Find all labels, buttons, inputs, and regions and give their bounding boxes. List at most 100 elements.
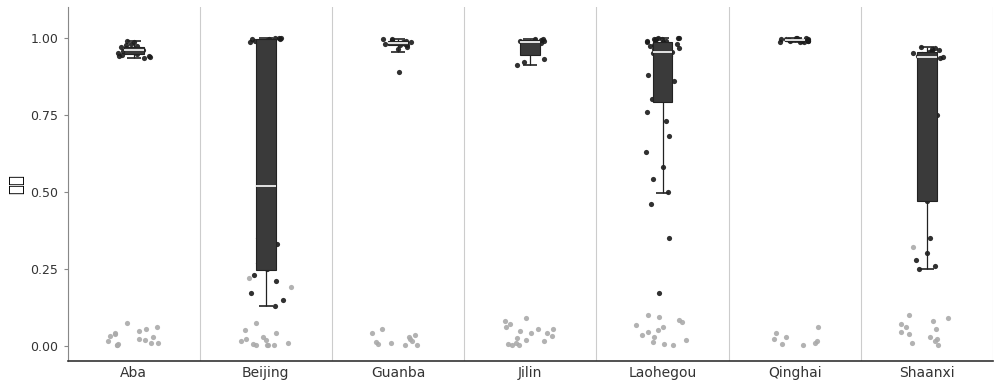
Point bbox=[658, 38, 674, 44]
Point bbox=[661, 235, 677, 241]
Point bbox=[928, 326, 944, 332]
Point bbox=[141, 53, 157, 59]
Point bbox=[254, 130, 270, 136]
Point bbox=[246, 272, 262, 278]
Point bbox=[409, 341, 425, 348]
Point bbox=[927, 263, 943, 269]
Point bbox=[497, 318, 513, 324]
Point bbox=[925, 318, 941, 324]
Point bbox=[502, 321, 518, 327]
Point bbox=[383, 340, 399, 346]
Point bbox=[126, 39, 142, 45]
Point bbox=[666, 78, 682, 84]
Point bbox=[650, 327, 666, 333]
Point bbox=[671, 45, 687, 51]
Point bbox=[798, 35, 814, 41]
Point bbox=[238, 336, 254, 342]
Point bbox=[640, 72, 656, 78]
Point bbox=[524, 39, 540, 45]
Point bbox=[100, 338, 116, 344]
Point bbox=[403, 39, 419, 45]
Point bbox=[924, 46, 940, 52]
Point bbox=[110, 341, 126, 348]
Point bbox=[518, 315, 534, 321]
Point bbox=[908, 257, 924, 263]
Point bbox=[659, 59, 675, 65]
Point bbox=[131, 336, 147, 342]
Point bbox=[929, 336, 945, 342]
Point bbox=[258, 337, 274, 343]
Point bbox=[929, 112, 945, 118]
Point bbox=[242, 39, 258, 45]
Point bbox=[268, 330, 284, 337]
Point bbox=[904, 340, 920, 346]
Point bbox=[640, 312, 656, 318]
Point bbox=[283, 284, 299, 290]
Point bbox=[280, 340, 296, 346]
Point bbox=[535, 36, 551, 43]
Point bbox=[901, 331, 917, 337]
Point bbox=[395, 39, 411, 45]
Point bbox=[129, 43, 145, 50]
Point bbox=[509, 335, 525, 341]
Point bbox=[927, 338, 943, 344]
Point bbox=[651, 314, 667, 320]
Point bbox=[656, 65, 672, 72]
Point bbox=[248, 342, 264, 348]
Point bbox=[642, 43, 658, 49]
Point bbox=[658, 118, 674, 124]
Point bbox=[107, 330, 123, 336]
Point bbox=[664, 48, 680, 55]
Point bbox=[118, 45, 134, 51]
Point bbox=[772, 39, 788, 45]
Point bbox=[504, 342, 520, 348]
Point bbox=[119, 320, 135, 326]
Point bbox=[661, 133, 677, 139]
Point bbox=[109, 342, 125, 348]
Point bbox=[789, 35, 805, 41]
Point bbox=[533, 40, 549, 46]
Point bbox=[268, 278, 284, 284]
Point bbox=[648, 36, 664, 43]
Point bbox=[646, 45, 662, 51]
Point bbox=[935, 53, 951, 60]
Point bbox=[518, 337, 534, 343]
Point bbox=[648, 87, 664, 93]
Point bbox=[244, 36, 260, 43]
Point bbox=[655, 164, 671, 170]
Point bbox=[911, 51, 927, 58]
Point bbox=[809, 338, 825, 344]
Point bbox=[401, 334, 417, 340]
Point bbox=[654, 44, 670, 50]
Point bbox=[645, 176, 661, 183]
Point bbox=[248, 320, 264, 326]
Point bbox=[922, 334, 938, 340]
Point bbox=[893, 321, 909, 327]
Point bbox=[399, 44, 415, 50]
Point bbox=[243, 290, 259, 296]
Point bbox=[267, 303, 283, 309]
Bar bbox=[124, 47, 144, 54]
Point bbox=[919, 198, 935, 204]
Point bbox=[126, 48, 142, 55]
Point bbox=[665, 342, 681, 348]
Point bbox=[659, 62, 675, 68]
Point bbox=[131, 328, 147, 334]
Point bbox=[650, 56, 666, 62]
Point bbox=[118, 42, 134, 48]
Point bbox=[905, 244, 921, 250]
Point bbox=[115, 48, 131, 54]
Point bbox=[137, 337, 153, 343]
Point bbox=[135, 47, 151, 53]
Point bbox=[259, 342, 275, 348]
Point bbox=[536, 338, 552, 344]
Point bbox=[778, 36, 794, 42]
Point bbox=[377, 41, 393, 47]
Bar bbox=[388, 41, 408, 45]
Point bbox=[940, 315, 956, 321]
Point bbox=[678, 337, 694, 343]
Point bbox=[536, 38, 552, 45]
Bar bbox=[520, 40, 540, 55]
Point bbox=[391, 68, 407, 75]
Point bbox=[527, 36, 543, 42]
